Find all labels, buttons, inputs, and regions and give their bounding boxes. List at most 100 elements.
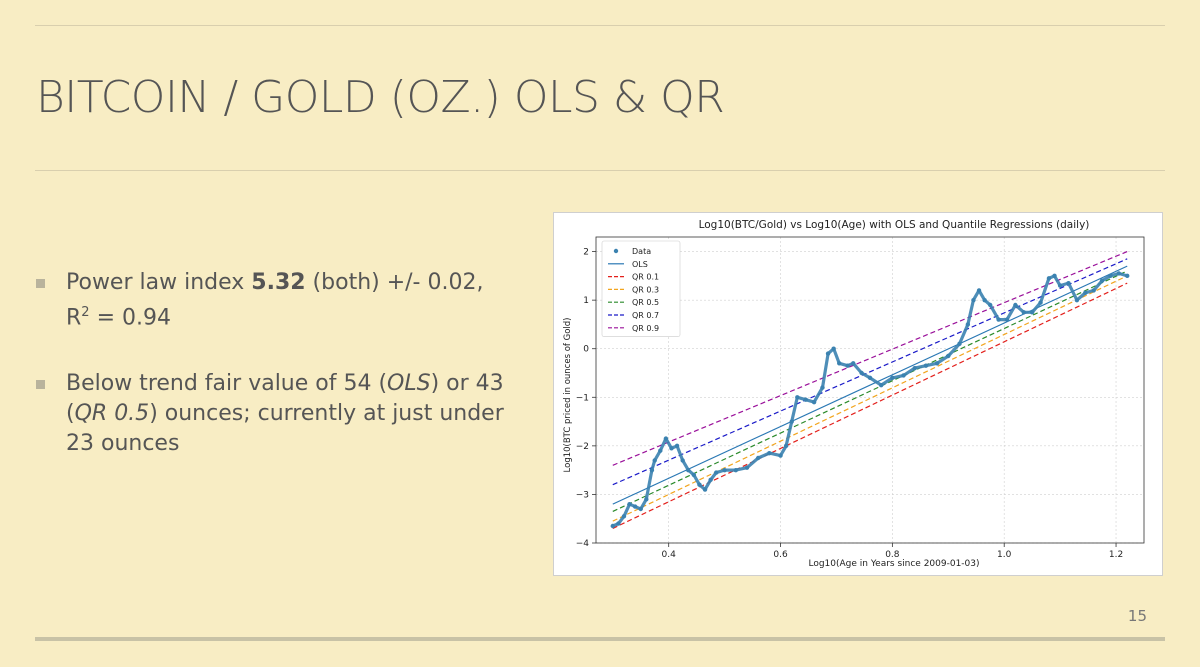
line-qr-0-5	[612, 270, 1128, 512]
data-point	[996, 317, 1001, 322]
data-point	[1091, 288, 1096, 293]
x-tick-label: 1.0	[997, 550, 1012, 560]
y-tick-label: 1	[583, 296, 589, 306]
bullet-marker-icon	[36, 380, 45, 390]
y-tick-label: 2	[583, 248, 589, 258]
data-point	[778, 453, 783, 458]
x-tick-label: 0.8	[885, 550, 900, 560]
data-point	[1108, 273, 1113, 279]
bottom-rule	[35, 637, 1165, 641]
data-point	[1013, 302, 1018, 308]
x-tick-label: 0.6	[773, 550, 788, 560]
line-qr-0-1	[612, 282, 1128, 529]
chart-title: Log10(BTC/Gold) vs Log10(Age) with OLS a…	[699, 219, 1090, 231]
data-point	[691, 472, 697, 478]
data-point	[663, 436, 669, 441]
data-point	[616, 521, 621, 526]
data-point	[1057, 283, 1063, 288]
data-point	[988, 302, 993, 308]
y-tick-label: −2	[576, 442, 589, 452]
data-point	[803, 397, 808, 402]
data-point	[722, 467, 727, 473]
bullet-list: Power law index 5.32 (both) +/- 0.02, R2 …	[36, 268, 526, 495]
page-number: 15	[1127, 607, 1147, 625]
legend: Data OLS QR 0.1 QR 0.3 QR 0.5 QR 0.7 QR 0.9	[601, 240, 681, 337]
data-point	[982, 297, 987, 303]
data-point	[1099, 278, 1105, 283]
data-point	[957, 341, 962, 347]
data-point	[767, 450, 772, 456]
data-point	[649, 467, 655, 473]
data-point	[1083, 290, 1088, 296]
legend-label: QR 0.7	[632, 311, 659, 320]
data-point	[795, 395, 800, 400]
data-point	[652, 458, 657, 463]
legend-label: OLS	[632, 260, 648, 269]
data-trace	[612, 271, 1128, 528]
data-point	[837, 361, 842, 366]
data-point	[783, 443, 789, 449]
regression-lines	[612, 251, 1128, 529]
data-point	[1074, 297, 1080, 303]
data-point	[1116, 271, 1122, 276]
data-point	[934, 361, 940, 366]
data-point	[890, 375, 895, 381]
bullet-text: Power law index	[66, 270, 252, 295]
top-rule	[35, 25, 1165, 26]
bullet-text: ) or 43 (	[66, 371, 504, 427]
data-point	[621, 514, 627, 519]
y-tick-label: 0	[583, 345, 589, 355]
bullet-italic: OLS	[387, 371, 431, 397]
data-point	[1052, 273, 1057, 279]
data-point	[686, 467, 691, 473]
data-point	[627, 501, 632, 507]
data-point	[744, 465, 750, 470]
y-axis-label: Log10(BTC priced in ounces of Gold)	[563, 318, 573, 473]
data-point	[946, 353, 951, 359]
data-point	[1021, 310, 1026, 315]
y-tick-label: −3	[576, 490, 589, 500]
legend-label: QR 0.3	[632, 285, 659, 294]
legend-label: QR 0.5	[632, 298, 659, 307]
data-point	[1066, 280, 1071, 286]
data-point	[644, 497, 649, 502]
chart-image: Log10(BTC/Gold) vs Log10(Age) with OLS a…	[553, 212, 1163, 576]
data-point	[923, 363, 929, 368]
regression-chart: Log10(BTC/Gold) vs Log10(Age) with OLS a…	[563, 219, 1145, 569]
bullet-text: Below trend fair value of 54 (	[66, 371, 388, 397]
data-point	[680, 458, 685, 463]
data-point	[610, 523, 615, 529]
data-point	[859, 370, 864, 376]
data-point	[1029, 310, 1035, 315]
axis-ticks: 0.4 0.6 0.8 1.0 1.2 −4 −3 −2 −1 0 1 2	[576, 248, 1123, 560]
data-point	[901, 373, 906, 378]
data-series	[610, 271, 1130, 529]
data-point	[825, 351, 831, 356]
data-point	[820, 385, 825, 390]
data-point	[878, 382, 884, 388]
bullet-text: = 0.94	[89, 305, 171, 331]
plot-frame	[595, 236, 1145, 544]
x-tick-label: 1.2	[1109, 550, 1123, 560]
y-tick-label: −4	[576, 539, 590, 549]
data-point	[674, 443, 680, 449]
bullet-text: (both) +/- 0.02,	[305, 270, 484, 295]
data-point	[702, 487, 708, 492]
data-point	[851, 361, 856, 366]
bullet-marker-icon	[36, 279, 45, 288]
bullet-text: R	[66, 305, 82, 331]
x-tick-label: 0.4	[662, 550, 677, 560]
data-point	[669, 446, 674, 451]
legend-label: Data	[632, 247, 651, 256]
bullet-fair-value: Below trend fair value of 54 (OLS) or 43…	[36, 369, 526, 459]
data-point	[831, 346, 836, 351]
data-point	[1038, 300, 1043, 305]
legend-box	[601, 240, 681, 337]
data-point	[658, 448, 663, 453]
data-point	[697, 482, 702, 487]
line-ols	[612, 265, 1128, 505]
bullet-italic: QR 0.5	[74, 401, 150, 427]
data-point	[638, 506, 643, 512]
data-point	[965, 322, 971, 327]
data-point	[867, 375, 873, 381]
